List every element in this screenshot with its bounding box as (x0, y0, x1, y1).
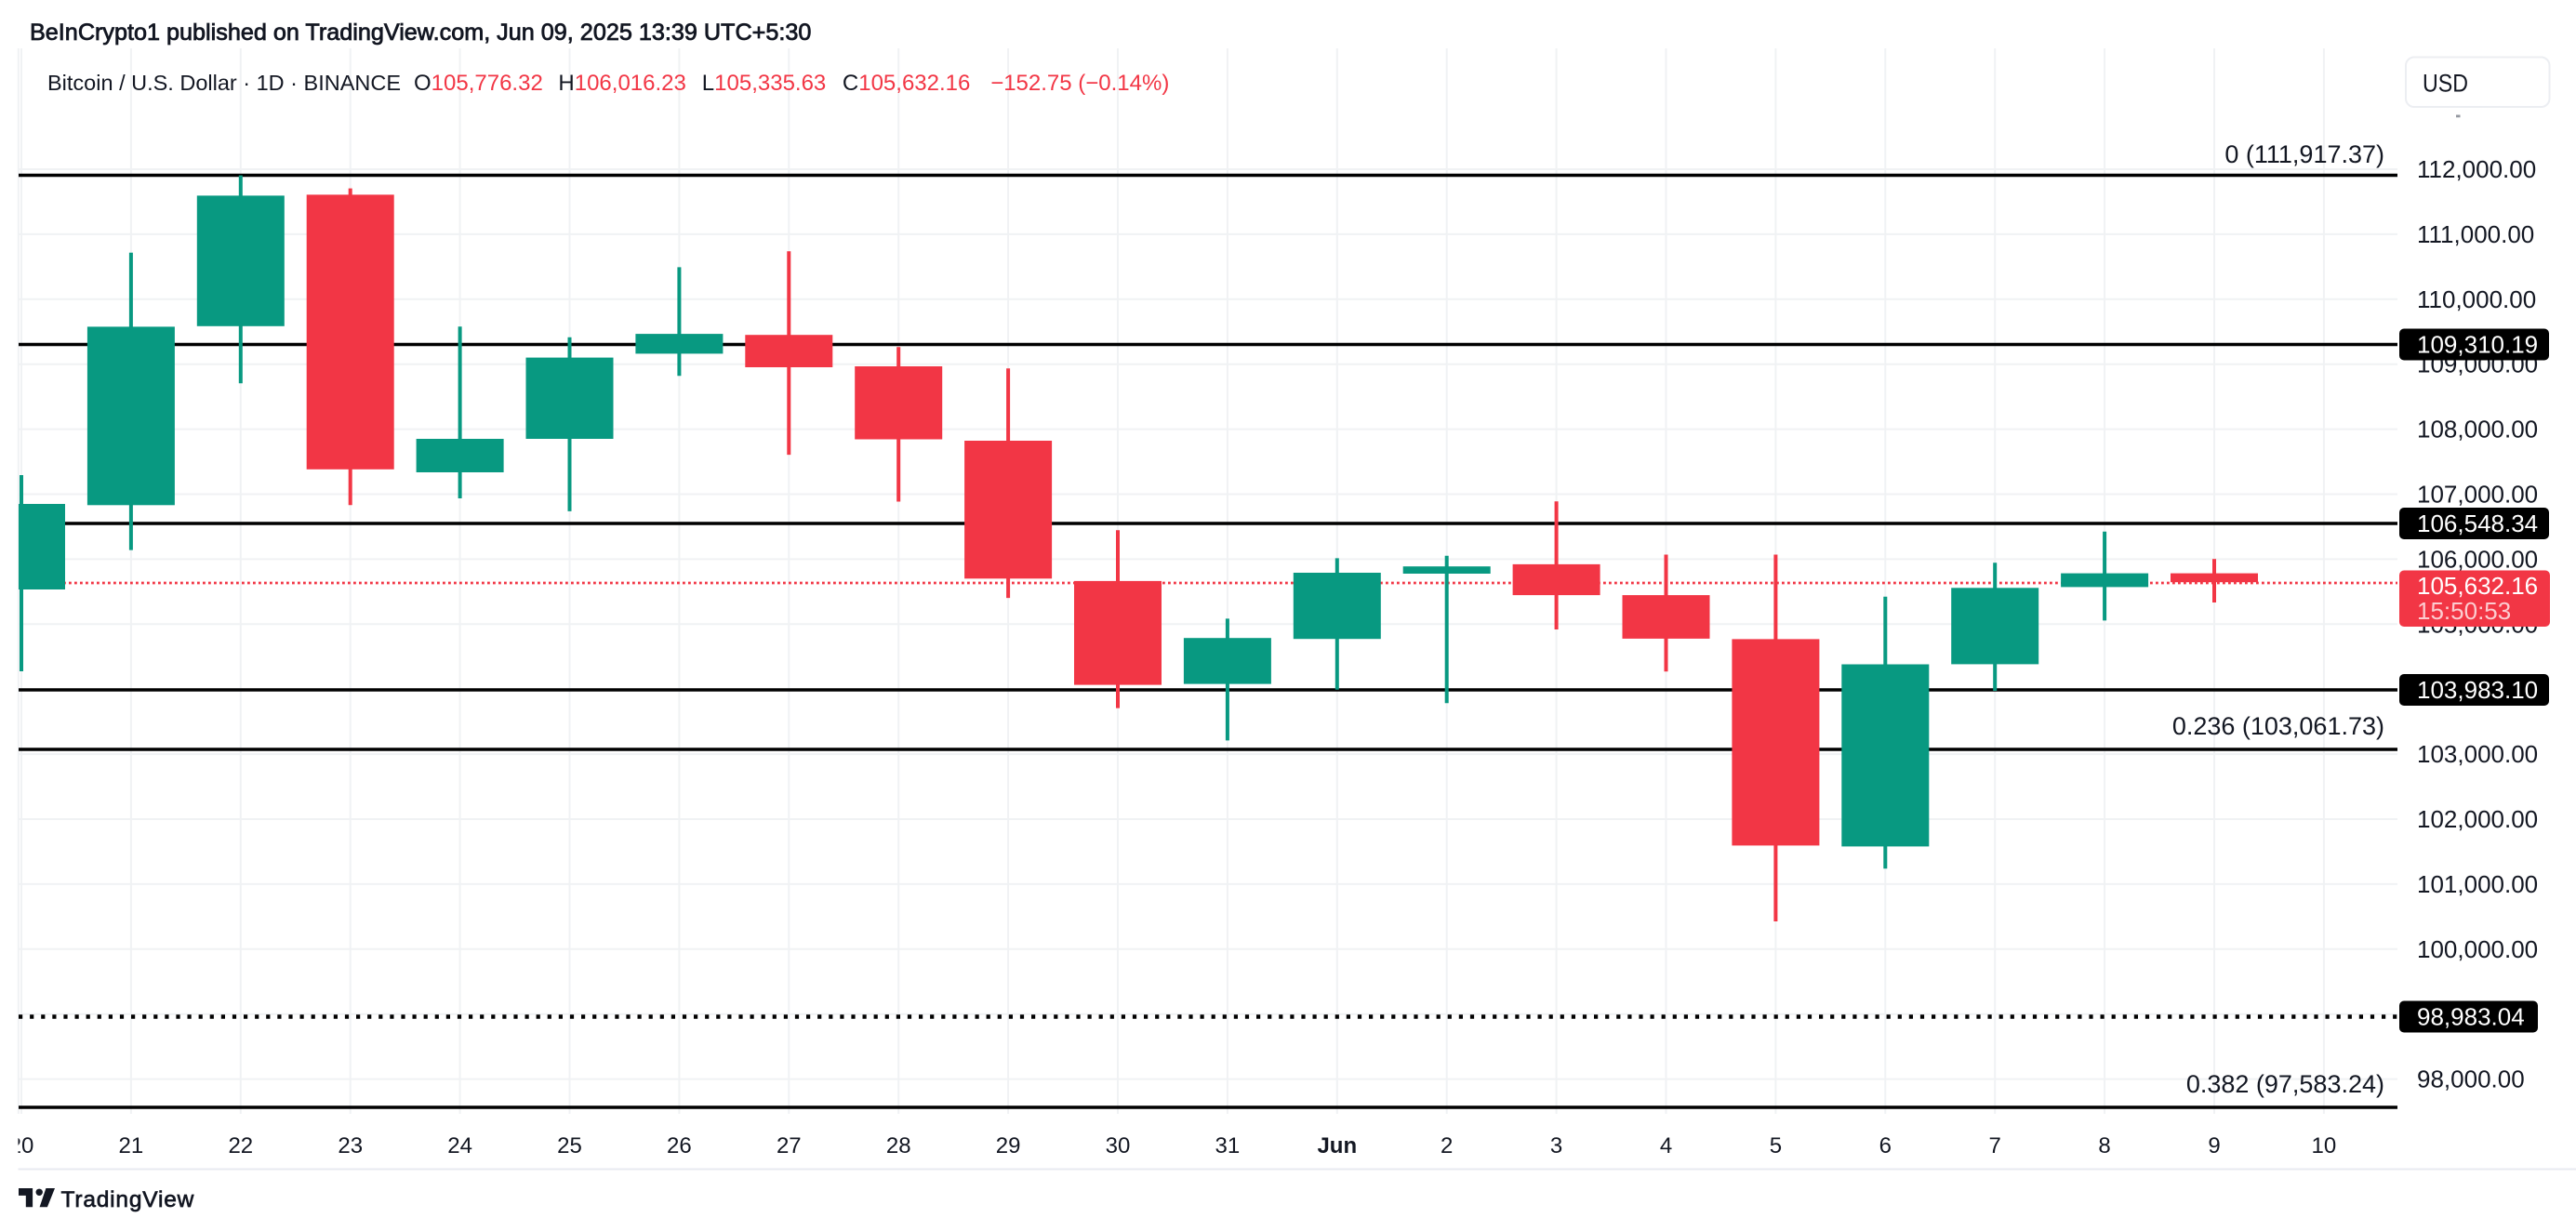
svg-text:110,000.00: 110,000.00 (2417, 285, 2536, 313)
svg-text:5: 5 (1770, 1133, 1782, 1158)
svg-text:15:50:53: 15:50:53 (2417, 597, 2511, 625)
svg-text:23: 23 (338, 1133, 363, 1158)
svg-text:Bitcoin / U.S. Dollar · 1D · B: Bitcoin / U.S. Dollar · 1D · BINANCE (47, 71, 401, 95)
svg-text:7: 7 (1989, 1133, 2001, 1158)
svg-text:24: 24 (447, 1133, 472, 1158)
svg-text:3: 3 (1550, 1133, 1562, 1158)
svg-text:112,000.00: 112,000.00 (2417, 155, 2536, 183)
svg-text:0.382 (97,583.24): 0.382 (97,583.24) (2186, 1070, 2384, 1098)
svg-text:103,000.00: 103,000.00 (2417, 740, 2538, 768)
svg-text:9: 9 (2208, 1133, 2220, 1158)
svg-text:106,548.34: 106,548.34 (2417, 510, 2538, 537)
svg-text:109,310.19: 109,310.19 (2417, 331, 2538, 359)
svg-text:USD: USD (2423, 70, 2468, 98)
svg-text:H106,016.23: H106,016.23 (558, 71, 685, 96)
svg-text:21: 21 (119, 1133, 144, 1158)
svg-text:106,000.00: 106,000.00 (2417, 545, 2538, 573)
svg-text:0.236 (103,061.73): 0.236 (103,061.73) (2172, 712, 2384, 740)
svg-text:C105,632.16: C105,632.16 (843, 71, 970, 96)
svg-text:30: 30 (1106, 1133, 1131, 1158)
svg-text:6: 6 (1879, 1133, 1892, 1158)
svg-text:102,000.00: 102,000.00 (2417, 805, 2538, 833)
svg-text:29: 29 (996, 1133, 1021, 1158)
svg-text:8: 8 (2098, 1133, 2110, 1158)
svg-text:105,632.16: 105,632.16 (2417, 572, 2538, 600)
svg-text:L105,335.63: L105,335.63 (702, 71, 826, 96)
svg-text:28: 28 (886, 1133, 911, 1158)
svg-text:27: 27 (777, 1133, 802, 1158)
svg-text:10: 10 (2312, 1133, 2337, 1158)
svg-text:O105,776.32: O105,776.32 (414, 71, 543, 96)
svg-text:100,000.00: 100,000.00 (2417, 935, 2538, 963)
svg-text:BeInCrypto1 published on Tradi: BeInCrypto1 published on TradingView.com… (30, 20, 811, 46)
svg-text:108,000.00: 108,000.00 (2417, 416, 2538, 443)
svg-text:98,983.04: 98,983.04 (2417, 1003, 2525, 1031)
svg-text:25: 25 (557, 1133, 582, 1158)
svg-text:Jun: Jun (1317, 1133, 1357, 1158)
svg-text:98,000.00: 98,000.00 (2417, 1066, 2525, 1093)
svg-text:−152.75 (−0.14%): −152.75 (−0.14%) (990, 71, 1169, 96)
svg-text:31: 31 (1215, 1133, 1241, 1158)
svg-text:0 (111,917.37): 0 (111,917.37) (2224, 140, 2384, 168)
svg-text:101,000.00: 101,000.00 (2417, 870, 2538, 898)
svg-text:22: 22 (228, 1133, 253, 1158)
svg-text:103,983.10: 103,983.10 (2417, 676, 2538, 704)
svg-text:TradingView: TradingView (61, 1187, 195, 1212)
svg-text:2: 2 (1441, 1133, 1453, 1158)
svg-text:26: 26 (667, 1133, 692, 1158)
svg-text:111,000.00: 111,000.00 (2417, 220, 2534, 248)
svg-text:107,000.00: 107,000.00 (2417, 481, 2538, 509)
svg-text:4: 4 (1660, 1133, 1672, 1158)
